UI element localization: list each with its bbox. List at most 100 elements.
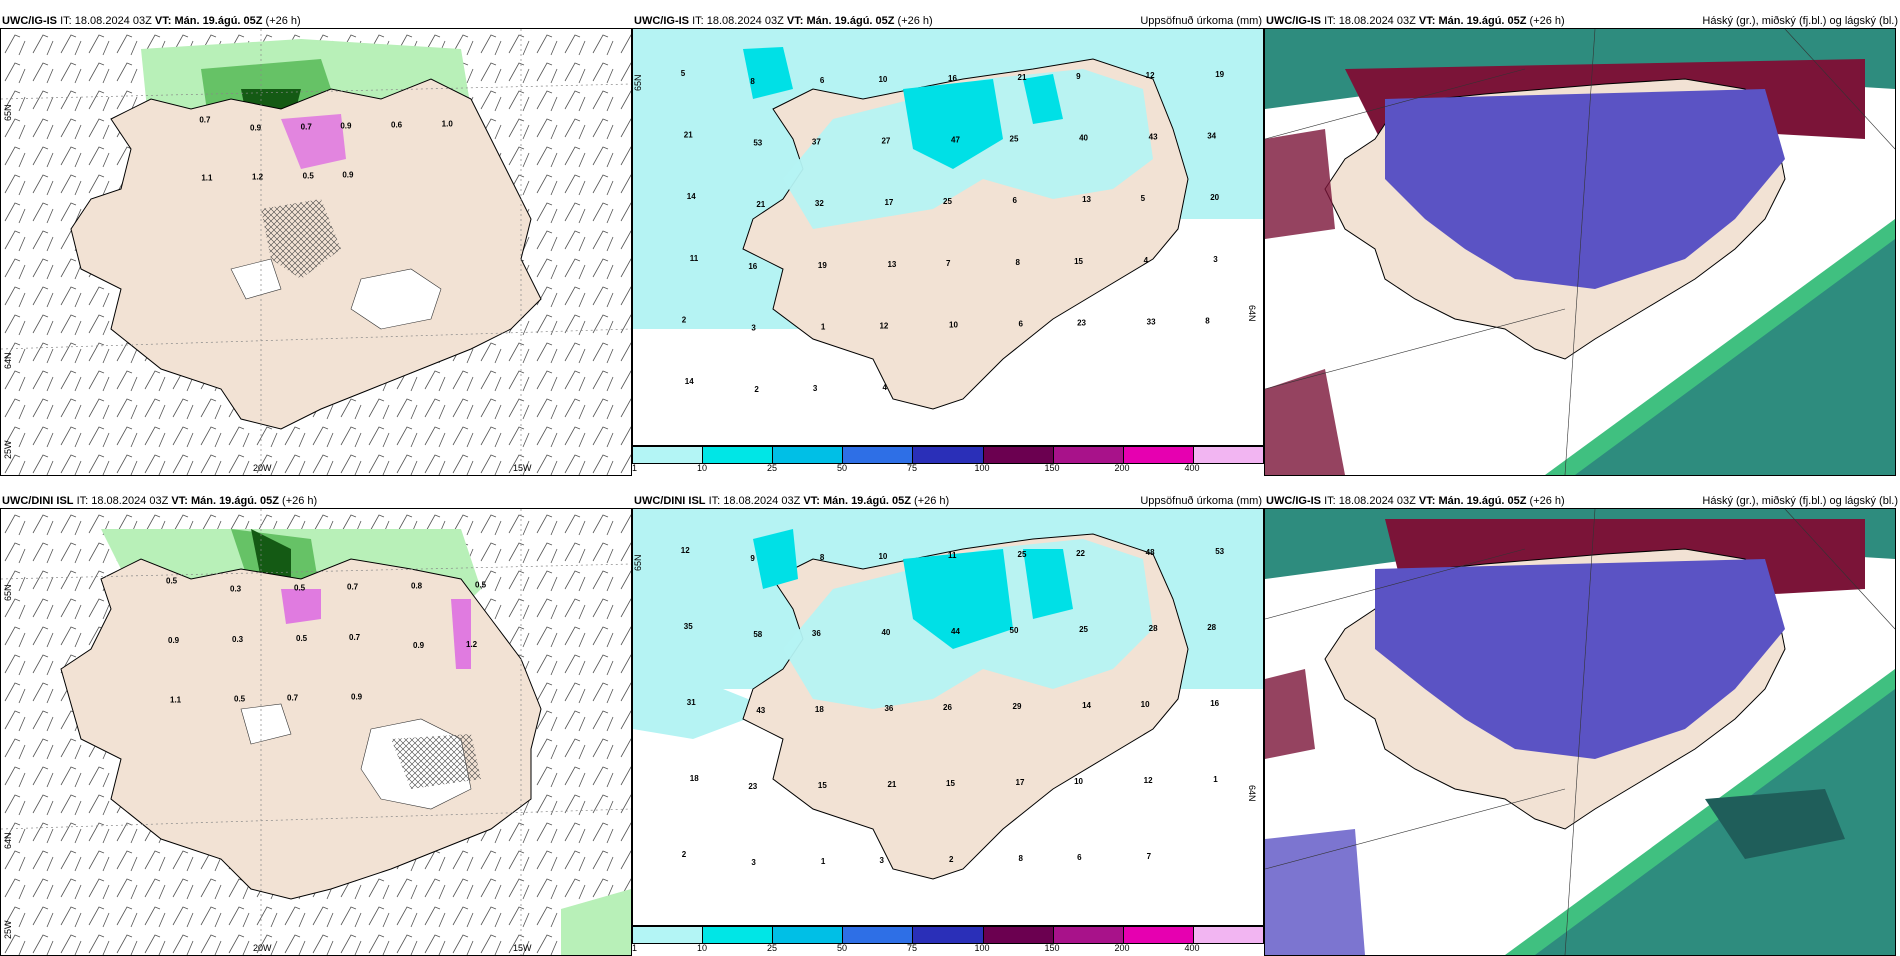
map-value-label: 2 [682,316,687,325]
lat-label: 65N [633,74,643,91]
colorbar-tick-label: 50 [836,463,848,473]
colorbar-tick-label: 200 [1114,463,1130,473]
lat-label: 64N [1247,305,1257,322]
cloud-map[interactable] [1264,508,1896,956]
map-value-label: 0.3 [230,584,242,593]
cloud-map[interactable] [1264,28,1896,476]
colorbar-segment [1053,927,1124,943]
wind-value-labels: 0.7 0.9 0.7 0.9 0.6 1.0 1.1 1.2 0.5 0.9 [199,116,453,183]
lat-label: 64N [3,832,13,849]
map-value-label: 0.6 [391,121,403,130]
map-value-label: 0.5 [294,583,306,592]
lon-label: 15W [513,943,532,953]
map-value-label: 1.1 [201,174,213,183]
map-value-label: 1 [821,857,826,866]
map-value-label: 58 [753,630,762,639]
map-value-label: 11 [948,551,957,560]
map-value-label: 0.9 [250,124,262,133]
lat-label: 64N [3,352,13,369]
map-value-label: 37 [812,138,821,147]
map-value-label: 34 [1207,132,1216,141]
map-value-label: 8 [750,77,755,86]
precip-cyan-3 [753,529,798,589]
valid-time: Mán. 19.ágú. 05Z [174,15,263,27]
colorbar-tick-label: 1 [632,943,638,953]
map-value-label: 19 [818,261,827,270]
panel-title: UWC/IG-IS IT: 18.08.2024 03Z VT: Mán. 19… [632,12,1264,30]
precip-map[interactable]: 65N 64N 5 8 6 10 16 21 9 12 19 21 53 37 27 47 25 40 43 34… [632,28,1264,446]
cloud-high-sw [1265,369,1345,475]
map-value-label: 0.9 [413,641,425,650]
magenta-shading [281,114,346,169]
colorbar-tick-label: 10 [696,943,707,953]
wind-map[interactable]: 65N 64N 25W 20W 15W 0.7 0.9 0.7 0.9 0.6 1.0 1.… [0,28,632,476]
precip-map[interactable]: 65N 64N 12 9 8 10 11 25 22 48 53 35 58 36 40 44 50 25 28… [632,508,1264,926]
colorbar-tick-label: 400 [1184,463,1200,473]
panel-bottom-cloud: UWC/IG-IS IT: 18.08.2024 03Z VT: Mán. 19… [1264,492,1900,956]
wind-map-svg: 65N 64N 25W 20W 15W 0.50.3 0.5 0.7 0.8 0.50.… [1,509,631,955]
lon-label: 20W [253,463,272,473]
map-value-label: 6 [820,76,825,85]
map-value-label: 0.7 [301,123,313,132]
map-value-label: 0.8 [411,581,423,590]
colorbar-segment [703,927,774,943]
map-value-label: 8 [1019,854,1024,863]
colorbar-tick-label: 200 [1114,943,1130,953]
map-value-label: 14 [685,377,694,386]
cloud-green-rim [1545,219,1895,475]
precip-title: Uppsöfnuð úrkoma (mm) [1140,15,1262,27]
valid-time: Mán. 19.ágú. 05Z [822,495,911,507]
panel-bottom-precip: UWC/DINI ISL IT: 18.08.2024 03Z VT: Mán.… [632,492,1264,953]
cloud-title: Háský (gr.), miðský (fj.bl.) og lágský (… [1702,495,1898,507]
lead-time: (+26 h) [897,15,933,27]
cloud-map-svg [1265,509,1895,955]
map-value-label: 12 [681,546,690,555]
map-value-label: 17 [1016,778,1025,787]
map-value-label: 10 [878,75,887,84]
map-value-label: 44 [951,627,960,636]
map-value-label: 3 [751,324,756,333]
colorbar-segment [1053,447,1124,463]
wind-map[interactable]: 65N 64N 25W 20W 15W 0.5 0.3 0.5 0.7 0.8 0.5 0.… [0,508,632,956]
colorbar-segment [703,447,774,463]
lat-label: 65N [633,554,643,571]
model-name: UWC/IG-IS [1266,15,1321,27]
panel-top-wind: UWC/IG-IS IT: 18.08.2024 03Z VT: Mán. 19… [0,12,632,476]
map-value-label: 47 [951,136,960,145]
lon-label: 15W [513,463,532,473]
colorbar-segment [983,927,1054,943]
colorbar-segment [1193,927,1263,943]
init-time: 18.08.2024 03Z [1338,495,1416,507]
map-value-label: 0.7 [199,116,211,125]
lat-label: 25W [3,440,13,459]
precip-cyan [903,549,1013,649]
init-time: 18.08.2024 03Z [1338,15,1416,27]
map-value-label: 17 [884,198,893,207]
colorbar-tick-label: 150 [1044,943,1060,953]
map-value-label: 21 [684,131,693,140]
lead-time: (+26 h) [914,495,950,507]
lat-label: 25W [3,920,13,939]
cloud-mid-sw [1265,829,1365,955]
wind-value-labels: 0.5 0.3 0.5 0.7 0.8 0.5 0.9 0.3 0.5 0.7 0.9 1.2 1.1 0… [166,576,487,704]
map-value-label: 11 [690,254,699,263]
map-value-label: 5 [1141,194,1146,203]
lat-label: 65N [3,584,13,601]
colorbar-segment [913,927,984,943]
colorbar-segment [773,927,844,943]
glacier [350,268,442,330]
lead-time: (+26 h) [282,495,318,507]
map-value-label: 40 [881,628,890,637]
map-value-label: 0.5 [234,695,246,704]
map-value-label: 25 [1079,625,1088,634]
map-value-label: 13 [1082,195,1091,204]
map-value-label: 12 [1144,776,1153,785]
panel-bottom-wind: UWC/DINI ISL IT: 18.08.2024 03Z VT: Mán.… [0,492,632,956]
map-value-label: 8 [820,553,825,562]
lead-time: (+26 h) [1529,495,1565,507]
map-value-label: 2 [949,855,954,864]
green-shading-se [561,889,631,955]
cloud-green-rim [1505,669,1895,955]
